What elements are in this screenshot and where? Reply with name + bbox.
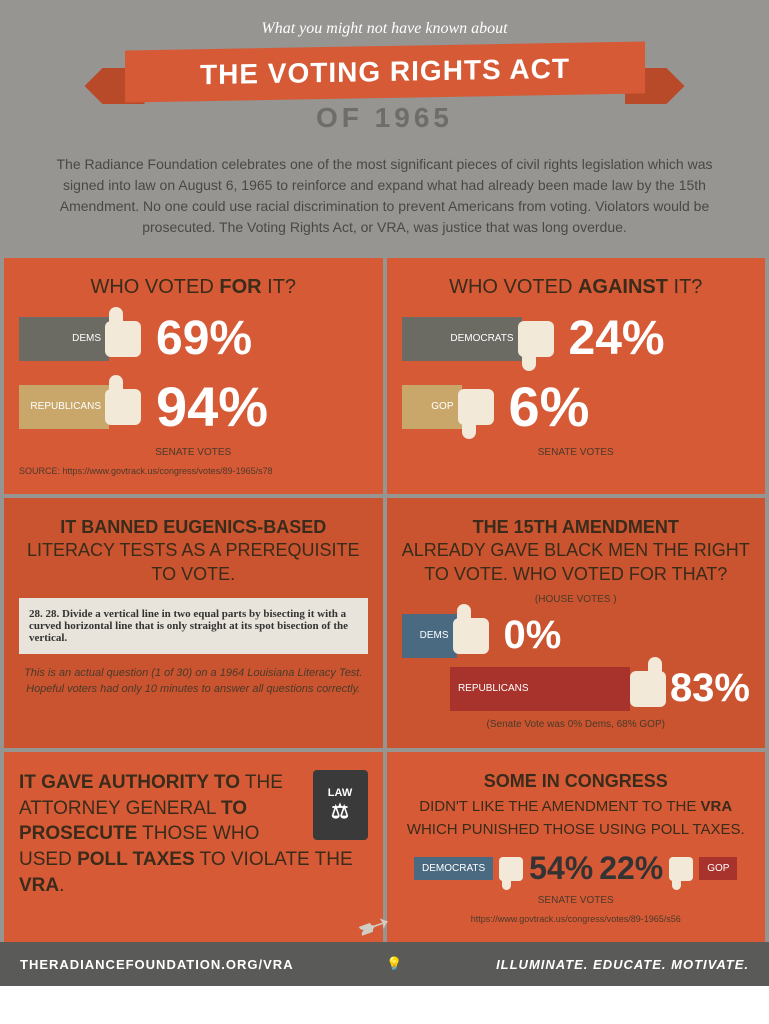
thumbs-up-icon (630, 671, 666, 707)
for-dems-pct: 69% (156, 311, 252, 366)
voted-for-panel: WHO VOTED FOR IT? DEMS 69% REPUBLICANS 9… (4, 258, 383, 494)
gop-badge: GOP (699, 857, 737, 880)
footer-tagline: ILLUMINATE. EDUCATE. MOTIVATE. (496, 957, 749, 972)
infographic-poster: What you might not have known about THE … (0, 0, 769, 986)
thumbs-up-icon (105, 321, 141, 357)
dems-arm: DEMS (402, 614, 457, 658)
for-title: WHO VOTED FOR IT? (19, 276, 368, 299)
for-dems-row: DEMS 69% (19, 311, 368, 366)
congress-gop-pct: 22% (599, 850, 663, 887)
for-caption: SENATE VOTES (19, 447, 368, 458)
gop-arm: REPUBLICANS (450, 667, 630, 711)
content-grid: WHO VOTED FOR IT? DEMS 69% REPUBLICANS 9… (0, 258, 769, 942)
voted-against-panel: WHO VOTED AGAINST IT? DEMOCRATS 24% GOP … (387, 258, 766, 494)
thumbs-down-icon (499, 857, 523, 881)
eugenics-panel: IT BANNED EUGENICS-BASEDLITERACY TESTS A… (4, 498, 383, 748)
against-gop-row: GOP 6% (402, 374, 751, 439)
footer-url: THERADIANCEFOUNDATION.ORG/VRA (20, 957, 294, 972)
banner-title: THE VOTING RIGHTS ACT (125, 41, 645, 102)
title-banner: THE VOTING RIGHTS ACT (125, 46, 645, 98)
congress-url: https://www.govtrack.us/congress/votes/8… (402, 914, 751, 924)
dems-badge: DEMOCRATS (414, 857, 493, 880)
against-dems-row: DEMOCRATS 24% (402, 311, 751, 366)
against-dems-pct: 24% (569, 311, 665, 366)
against-title: WHO VOTED AGAINST IT? (402, 276, 751, 299)
gop-arm: GOP (402, 385, 462, 429)
for-gop-row: REPUBLICANS 94% (19, 374, 368, 439)
fifteenth-dems-pct: 0% (504, 613, 562, 658)
authority-panel: LAW IT GAVE AUTHORITY TO THE ATTORNEY GE… (4, 752, 383, 942)
eugenics-note: This is an actual question (1 of 30) on … (19, 666, 368, 697)
fifteenth-gop-row: 83% REPUBLICANS (402, 666, 751, 711)
eyebrow: What you might not have known about (40, 20, 729, 38)
congress-title: SOME IN CONGRESSDIDN'T LIKE THE AMENDMEN… (402, 770, 751, 840)
gop-arm: REPUBLICANS (19, 385, 109, 429)
thumbs-down-icon (669, 857, 693, 881)
house-label: (HOUSE VOTES ) (402, 594, 751, 605)
congress-dems-pct: 54% (529, 850, 593, 887)
for-source: SOURCE: https://www.govtrack.us/congress… (19, 466, 368, 476)
thumbs-up-icon (453, 618, 489, 654)
thumbs-down-icon (458, 389, 494, 425)
intro-text: The Radiance Foundation celebrates one o… (0, 149, 769, 258)
year-label: OF 1965 (40, 102, 729, 134)
congress-votes-row: DEMOCRATS 54% 22% GOP (402, 850, 751, 887)
fifteenth-gop-pct: 83% (670, 666, 750, 711)
against-caption: SENATE VOTES (402, 447, 751, 458)
literacy-test-box: 28. 28. Divide a vertical line in two eq… (19, 598, 368, 654)
eugenics-title: IT BANNED EUGENICS-BASEDLITERACY TESTS A… (19, 516, 368, 586)
footer: THERADIANCEFOUNDATION.ORG/VRA 💡 ILLUMINA… (0, 942, 769, 986)
thumbs-down-icon (518, 321, 554, 357)
header: What you might not have known about THE … (0, 0, 769, 149)
fifteenth-panel: THE 15TH AMENDMENTALREADY GAVE BLACK MEN… (387, 498, 766, 748)
bulb-icon: 💡 (386, 956, 403, 972)
fifteenth-note: (Senate Vote was 0% Dems, 68% GOP) (402, 719, 751, 730)
dems-arm: DEMS (19, 317, 109, 361)
fifteenth-title: THE 15TH AMENDMENTALREADY GAVE BLACK MEN… (402, 516, 751, 586)
law-book-icon: LAW (313, 770, 368, 840)
congress-caption: SENATE VOTES (402, 895, 751, 906)
thumbs-up-icon (105, 389, 141, 425)
for-gop-pct: 94% (156, 374, 268, 439)
fifteenth-dems-row: DEMS 0% (402, 613, 751, 658)
congress-panel: ➸ SOME IN CONGRESSDIDN'T LIKE THE AMENDM… (387, 752, 766, 942)
dems-arm: DEMOCRATS (402, 317, 522, 361)
against-gop-pct: 6% (509, 374, 590, 439)
